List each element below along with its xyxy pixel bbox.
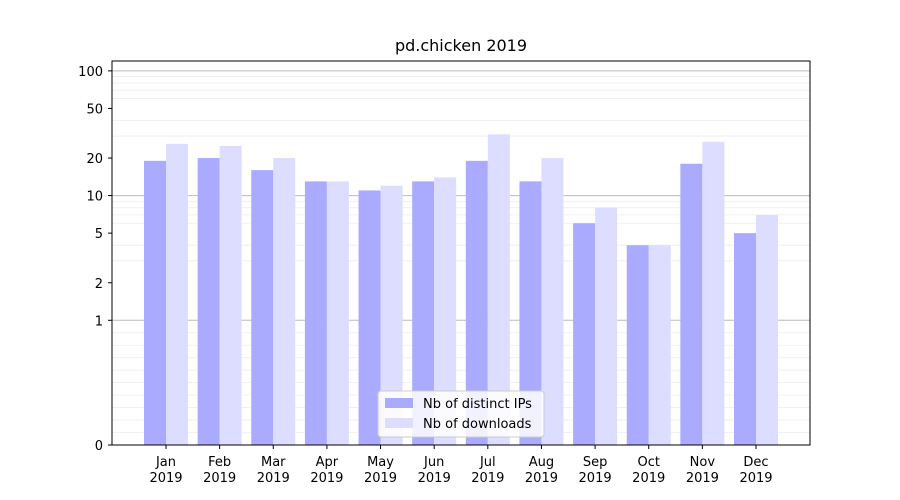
bar-distinct-ips-aug [519, 181, 542, 445]
x-tick-label-year: 2019 [310, 471, 343, 486]
x-tick-label-year: 2019 [739, 471, 772, 486]
y-tick-label: 50 [86, 102, 103, 117]
x-tick-label-year: 2019 [471, 471, 504, 486]
y-tick-label: 100 [78, 65, 103, 80]
y-tick-label: 2 [95, 277, 103, 292]
bar-distinct-ips-nov [680, 163, 703, 445]
legend-swatch [385, 418, 413, 428]
bar-downloads-sep [595, 207, 618, 445]
bar-downloads-feb [219, 145, 242, 446]
x-axis: Jan2019Feb2019Mar2019Apr2019May2019Jun20… [149, 445, 773, 486]
bar-distinct-ips-jan [144, 160, 166, 445]
legend-label: Nb of distinct IPs [423, 397, 532, 412]
y-tick-label: 1 [95, 314, 103, 329]
x-tick-label-year: 2019 [149, 471, 182, 486]
bar-downloads-oct [648, 245, 671, 445]
chart-title: pd.chicken 2019 [395, 36, 527, 55]
legend-label: Nb of downloads [423, 417, 532, 432]
bar-distinct-ips-jul [465, 160, 488, 445]
x-tick-label-month: Apr [316, 455, 339, 470]
bar-downloads-dec [756, 214, 778, 445]
bar-distinct-ips-may [358, 190, 381, 445]
x-tick-label-year: 2019 [579, 471, 612, 486]
x-tick-label-month: Jul [479, 455, 496, 470]
x-tick-label-month: Mar [261, 455, 286, 470]
bar-distinct-ips-jun [412, 181, 435, 445]
x-tick-label-month: Oct [637, 455, 659, 470]
y-axis: 0 1 2 5 10 20 50 100 [78, 65, 112, 454]
x-tick-label-year: 2019 [686, 471, 719, 486]
bar-downloads-jun [434, 177, 457, 445]
bar-downloads-nov [702, 141, 725, 445]
x-tick-label-year: 2019 [203, 471, 236, 486]
bar-distinct-ips-dec [734, 233, 756, 445]
bars-group [144, 134, 778, 446]
x-tick-label-month: Dec [743, 455, 768, 470]
x-tick-label-month: Jun [423, 455, 444, 470]
x-tick-label-month: Nov [690, 455, 716, 470]
x-tick-label-year: 2019 [525, 471, 558, 486]
bar-downloads-may [380, 185, 403, 445]
x-tick-label-month: Aug [529, 455, 554, 470]
bar-downloads-jul [487, 134, 510, 445]
bar-distinct-ips-apr [304, 181, 327, 445]
y-tick-label: 20 [86, 152, 103, 167]
legend-box [377, 390, 545, 438]
y-tick-label: 0 [95, 439, 103, 454]
bar-downloads-mar [273, 158, 296, 445]
x-tick-label-month: May [367, 455, 394, 470]
x-tick-label-month: Jan [155, 455, 176, 470]
x-tick-label-month: Sep [583, 455, 608, 470]
bar-downloads-apr [326, 181, 349, 445]
x-tick-label-year: 2019 [364, 471, 397, 486]
bar-downloads-jan [166, 143, 188, 446]
x-tick-label-year: 2019 [257, 471, 290, 486]
bar-distinct-ips-feb [197, 158, 220, 445]
x-tick-label-year: 2019 [632, 471, 665, 486]
x-tick-label-year: 2019 [418, 471, 451, 486]
bar-distinct-ips-mar [251, 170, 274, 445]
bar-downloads-aug [541, 158, 564, 445]
plot-frame [111, 60, 811, 446]
x-tick-label-month: Feb [208, 455, 231, 470]
y-tick-label: 10 [86, 190, 103, 205]
bar-distinct-ips-oct [626, 245, 649, 445]
legend-swatch [385, 398, 413, 408]
bar-distinct-ips-sep [573, 223, 596, 445]
y-tick-label: 5 [95, 227, 103, 242]
legend: Nb of distinct IPs Nb of downloads [377, 390, 545, 438]
